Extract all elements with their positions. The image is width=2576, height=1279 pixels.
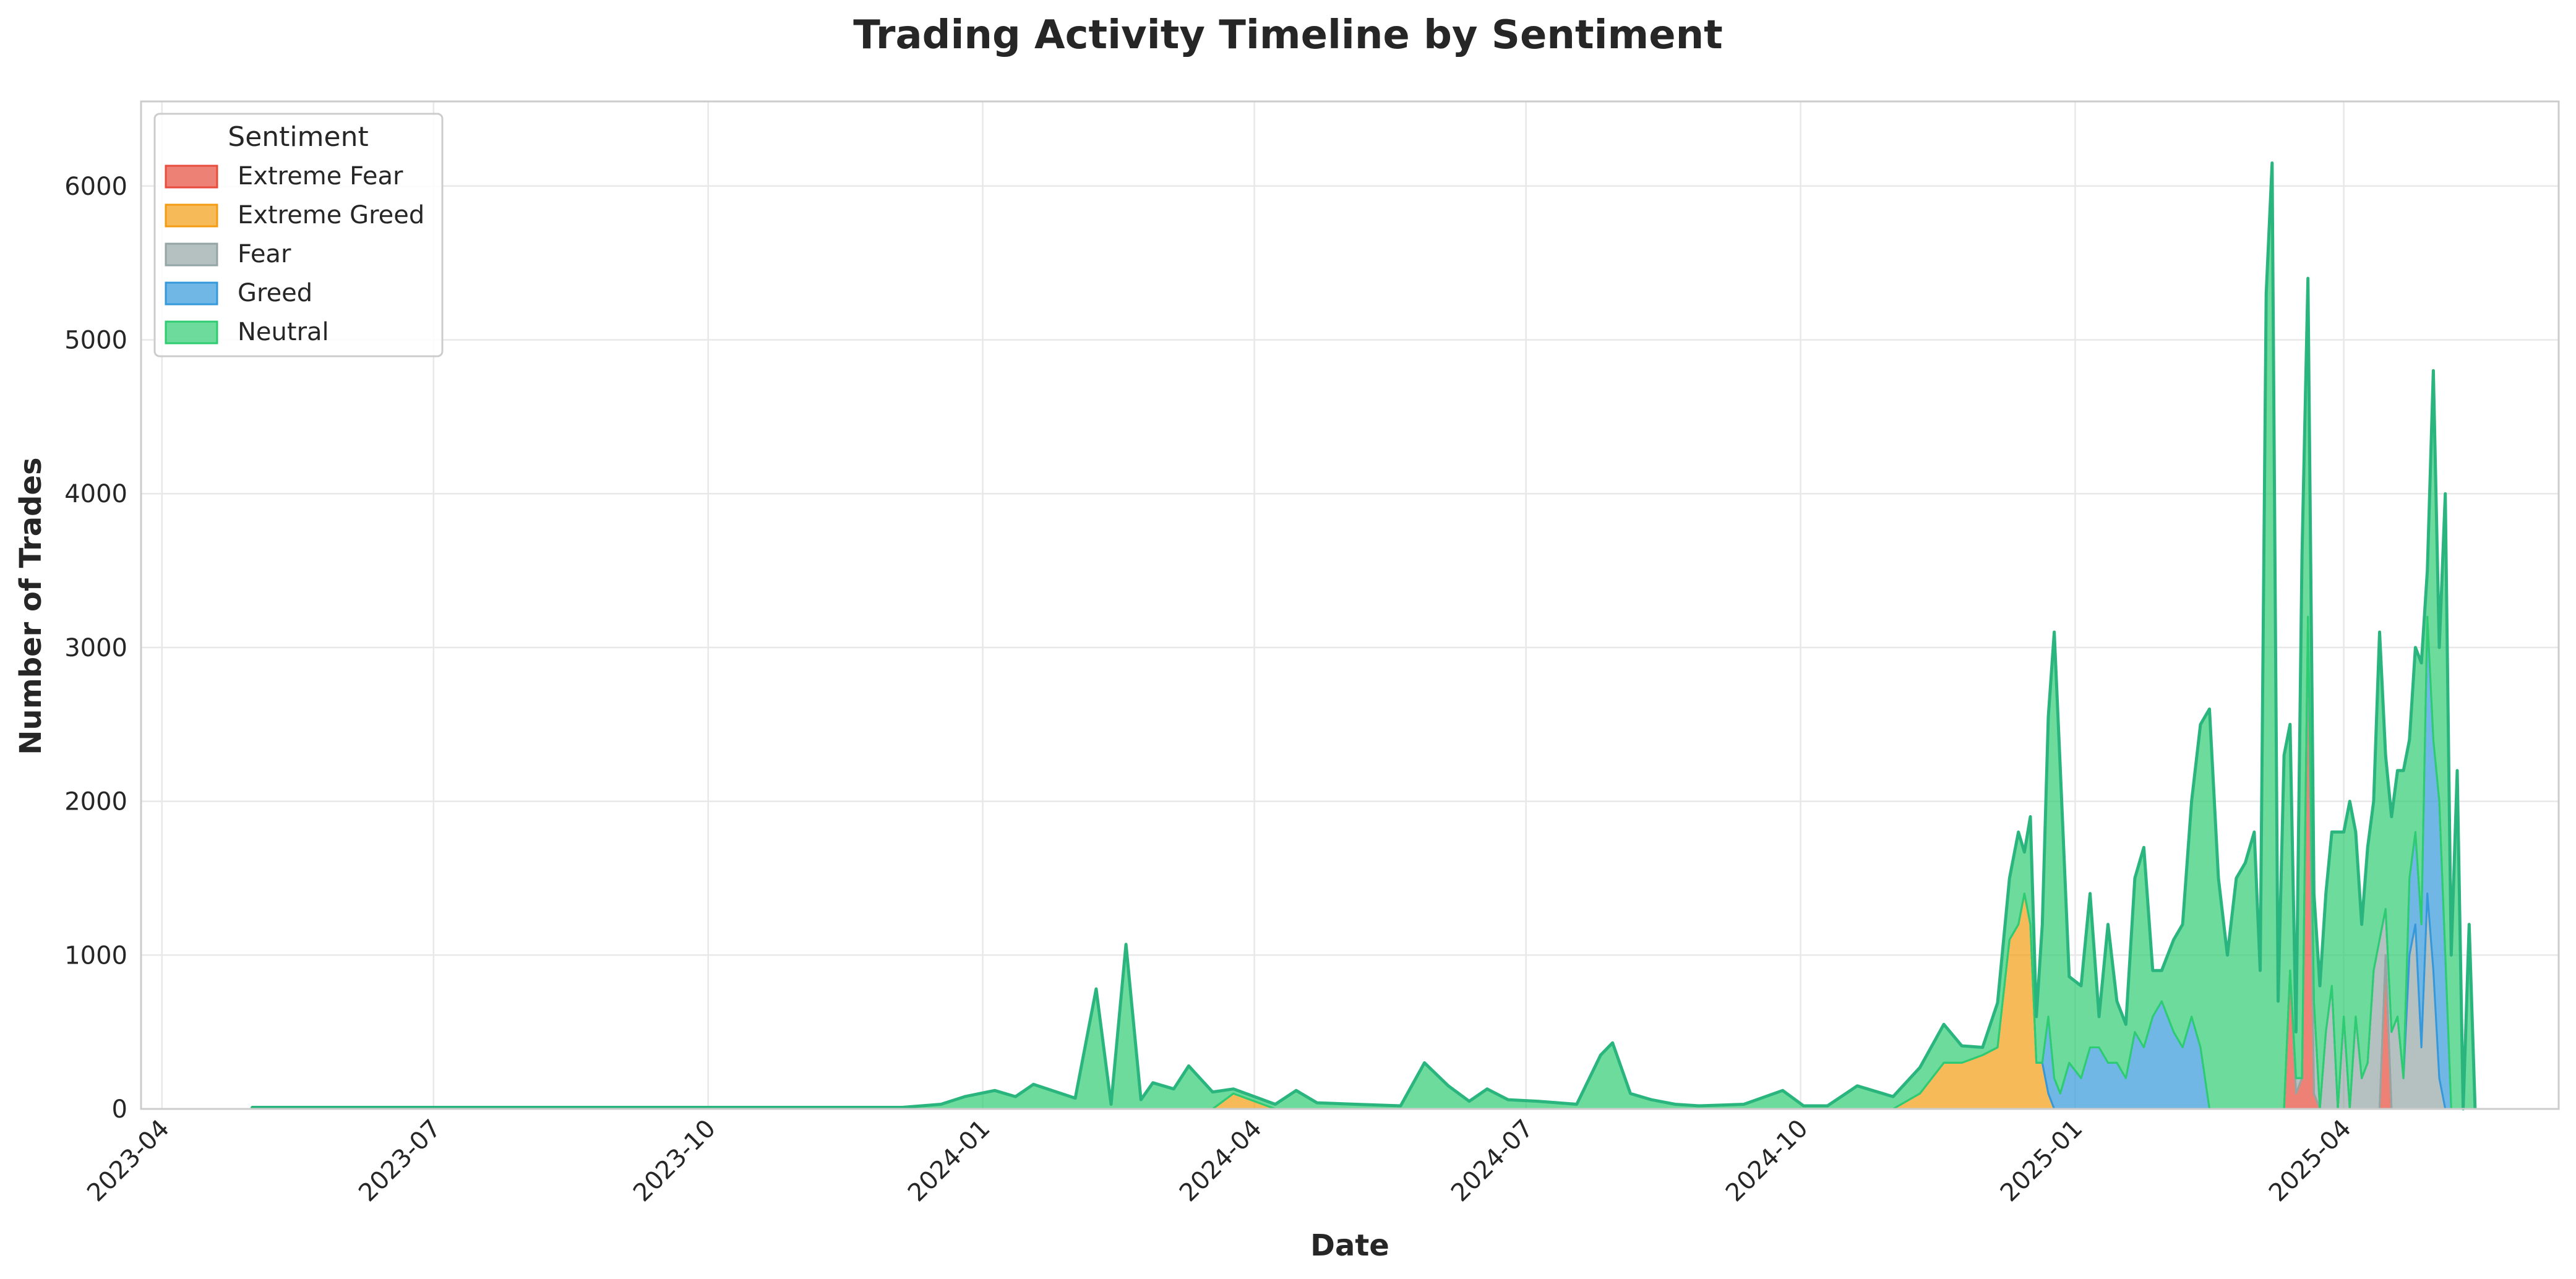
x-axis-ticks: 2023-04 2023-07 2023-10 2024-01 2024-04 2024-… — [82, 1114, 2357, 1208]
legend-label-greed: Greed — [238, 279, 312, 307]
legend-swatch-extreme-greed — [165, 203, 218, 228]
legend-entries: Extreme Fear Extreme Greed Fear Greed Neutra… — [165, 162, 424, 346]
legend: Sentiment Extreme Fear Extreme Greed Fear G… — [153, 113, 444, 357]
y-axis-title: Number of Trades — [14, 457, 48, 755]
x-tick-label: 2024-10 — [1720, 1114, 1814, 1208]
legend-label-extreme-greed: Extreme Greed — [238, 201, 424, 229]
x-tick-label: 2024-07 — [1446, 1114, 1539, 1208]
neutral-outline-line — [251, 161, 2477, 1111]
legend-swatch-greed — [165, 281, 218, 306]
x-tick-label: 2024-01 — [903, 1114, 996, 1208]
area-neutral — [251, 162, 2476, 1110]
y-tick-label: 1000 — [64, 941, 127, 970]
x-tick-label: 2023-07 — [353, 1114, 447, 1208]
legend-label-extreme-fear: Extreme Fear — [238, 162, 403, 190]
y-tick-label: 3000 — [64, 634, 127, 662]
x-tick-label: 2023-04 — [82, 1114, 175, 1208]
area-series-group — [251, 162, 2476, 1110]
legend-box — [153, 113, 444, 357]
y-tick-label: 6000 — [64, 173, 127, 201]
chart-title: Trading Activity Timeline by Sentiment — [853, 12, 1723, 58]
y-tick-label: 5000 — [64, 326, 127, 354]
x-tick-label: 2025-01 — [1995, 1114, 2089, 1208]
x-tick-label: 2025-04 — [2264, 1114, 2357, 1208]
x-axis-title: Date — [1310, 1228, 1389, 1263]
x-tick-label: 2024-04 — [1174, 1114, 1268, 1208]
y-axis-ticks: 0 1000 2000 3000 4000 5000 6000 — [64, 173, 127, 1124]
legend-label-neutral: Neutral — [238, 318, 329, 346]
legend-swatch-extreme-fear — [165, 165, 218, 189]
legend-title: Sentiment — [228, 121, 368, 153]
x-tick-label: 2023-10 — [628, 1114, 721, 1208]
y-tick-label: 2000 — [64, 788, 127, 816]
legend-swatch-neutral — [165, 320, 218, 344]
legend-label-fear: Fear — [238, 240, 291, 268]
grid — [141, 101, 2559, 1110]
y-tick-label: 0 — [112, 1095, 127, 1124]
y-tick-label: 4000 — [64, 480, 127, 508]
plot-frame — [140, 100, 2560, 1110]
legend-swatch-fear — [165, 242, 218, 267]
